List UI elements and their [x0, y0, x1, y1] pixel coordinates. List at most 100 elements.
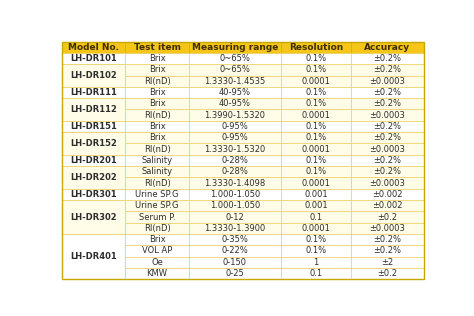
Text: Brix: Brix: [149, 88, 165, 97]
Bar: [281, 87, 351, 98]
Text: ±0.0003: ±0.0003: [370, 145, 405, 154]
Bar: [351, 268, 424, 279]
Bar: [189, 234, 281, 245]
Bar: [62, 234, 126, 279]
Bar: [126, 42, 189, 53]
Text: 0.1%: 0.1%: [306, 235, 327, 244]
Bar: [126, 223, 189, 234]
Bar: [351, 98, 424, 109]
Text: LH-DR401: LH-DR401: [71, 252, 117, 261]
Bar: [281, 234, 351, 245]
Bar: [62, 121, 126, 132]
Bar: [189, 268, 281, 279]
Text: 40-95%: 40-95%: [219, 88, 251, 97]
Text: Brix: Brix: [149, 133, 165, 142]
Text: RI(nD): RI(nD): [144, 77, 171, 86]
Bar: [189, 257, 281, 268]
Bar: [351, 109, 424, 121]
Bar: [351, 257, 424, 268]
Bar: [126, 121, 189, 132]
Bar: [62, 76, 126, 87]
Bar: [62, 53, 126, 64]
Text: 0~65%: 0~65%: [219, 65, 250, 74]
Bar: [126, 53, 189, 64]
Bar: [351, 223, 424, 234]
Text: 0.1: 0.1: [310, 269, 323, 278]
Bar: [62, 223, 126, 234]
Bar: [281, 245, 351, 257]
Bar: [189, 121, 281, 132]
Text: 0-28%: 0-28%: [221, 167, 248, 176]
Bar: [189, 42, 281, 53]
Bar: [62, 189, 126, 200]
Bar: [62, 87, 126, 98]
Bar: [281, 211, 351, 223]
Text: LH-DR101: LH-DR101: [71, 54, 117, 63]
Bar: [62, 132, 126, 143]
Bar: [126, 155, 189, 166]
Bar: [62, 121, 126, 132]
Bar: [351, 64, 424, 76]
Text: LH-DR151: LH-DR151: [70, 122, 117, 131]
Text: Brix: Brix: [149, 54, 165, 63]
Text: 0.1%: 0.1%: [306, 54, 327, 63]
Bar: [126, 166, 189, 177]
Bar: [189, 143, 281, 155]
Text: 0.1%: 0.1%: [306, 167, 327, 176]
Bar: [126, 268, 189, 279]
Text: Salinity: Salinity: [142, 167, 173, 176]
Bar: [126, 189, 189, 200]
Text: 0.001: 0.001: [304, 190, 328, 199]
Bar: [189, 132, 281, 143]
Bar: [62, 98, 126, 109]
Text: LH-DR152: LH-DR152: [70, 139, 117, 148]
Text: Serum P.: Serum P.: [139, 213, 175, 222]
Text: 0.1%: 0.1%: [306, 133, 327, 142]
Bar: [281, 53, 351, 64]
Bar: [126, 109, 189, 121]
Bar: [351, 87, 424, 98]
Bar: [351, 211, 424, 223]
Text: 0.1%: 0.1%: [306, 65, 327, 74]
Bar: [351, 121, 424, 132]
Bar: [62, 98, 126, 121]
Text: 0-12: 0-12: [226, 213, 244, 222]
Text: 1.3330-1.5320: 1.3330-1.5320: [204, 145, 265, 154]
Text: ±0.0003: ±0.0003: [370, 224, 405, 233]
Bar: [281, 177, 351, 189]
Text: 0-35%: 0-35%: [221, 235, 248, 244]
Bar: [62, 64, 126, 76]
Bar: [281, 143, 351, 155]
Text: ±0.2%: ±0.2%: [374, 167, 401, 176]
Text: Brix: Brix: [149, 122, 165, 131]
Text: RI(nD): RI(nD): [144, 179, 171, 188]
Text: Measuring range: Measuring range: [191, 43, 278, 52]
Text: 1.3330-1.4535: 1.3330-1.4535: [204, 77, 265, 86]
Bar: [281, 189, 351, 200]
Bar: [189, 189, 281, 200]
Bar: [281, 76, 351, 87]
Text: Brix: Brix: [149, 99, 165, 108]
Text: Urine SP.G: Urine SP.G: [135, 190, 179, 199]
Bar: [62, 268, 126, 279]
Bar: [62, 42, 126, 53]
Bar: [351, 177, 424, 189]
Bar: [62, 177, 126, 189]
Text: ±0.2: ±0.2: [377, 269, 398, 278]
Bar: [126, 64, 189, 76]
Text: ±0.2%: ±0.2%: [374, 246, 401, 256]
Bar: [189, 155, 281, 166]
Text: ±0.2%: ±0.2%: [374, 65, 401, 74]
Text: LH-DR301: LH-DR301: [71, 190, 117, 199]
Bar: [62, 155, 126, 166]
Bar: [126, 87, 189, 98]
Bar: [281, 223, 351, 234]
Bar: [189, 245, 281, 257]
Bar: [351, 189, 424, 200]
Text: Model No.: Model No.: [68, 43, 119, 52]
Bar: [351, 155, 424, 166]
Bar: [62, 64, 126, 87]
Bar: [189, 211, 281, 223]
Bar: [126, 132, 189, 143]
Text: ±2: ±2: [382, 258, 393, 267]
